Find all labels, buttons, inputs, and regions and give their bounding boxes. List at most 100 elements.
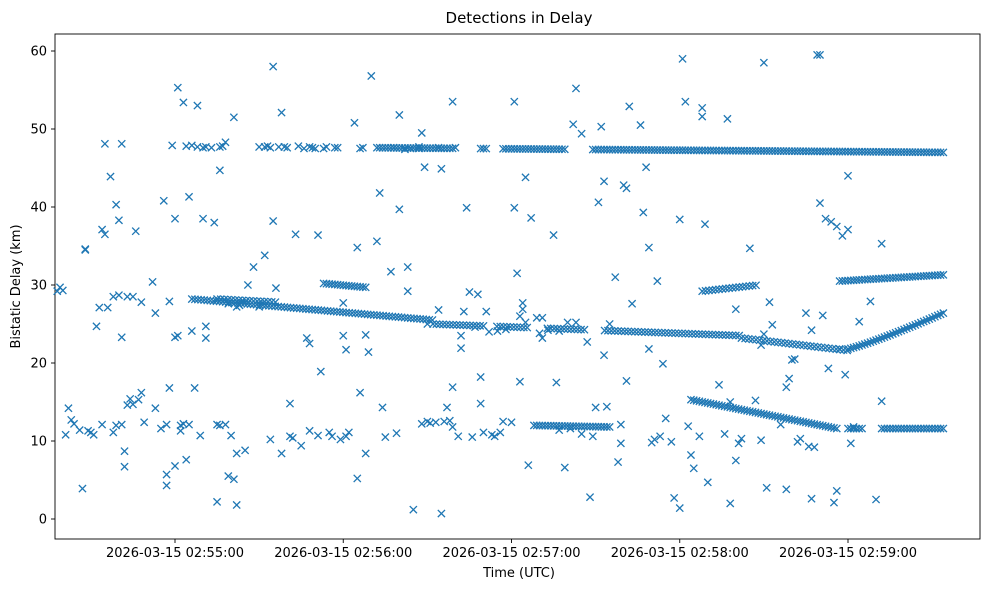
data-point-marker — [128, 400, 137, 409]
marker-stroke — [600, 326, 609, 335]
data-point-marker — [594, 198, 603, 207]
marker-stroke — [762, 336, 772, 346]
marker-stroke — [776, 420, 785, 429]
data-point-marker — [344, 428, 353, 437]
marker-stroke — [555, 326, 564, 336]
data-point-marker — [490, 432, 499, 441]
marker-stroke — [852, 276, 861, 285]
data-point-marker — [815, 199, 825, 208]
data-point-marker — [117, 139, 126, 148]
data-point-marker — [288, 433, 297, 442]
data-point-marker — [731, 331, 740, 340]
marker-stroke — [640, 327, 650, 337]
marker-stroke — [810, 443, 819, 452]
marker-stroke — [759, 336, 768, 345]
marker-stroke — [704, 330, 713, 339]
marker-stroke — [745, 244, 754, 253]
marker-stroke — [843, 276, 853, 285]
marker-stroke — [327, 432, 337, 441]
marker-stroke — [748, 335, 757, 344]
marker-stroke — [725, 284, 734, 293]
data-point-marker — [741, 282, 750, 291]
marker-stroke — [479, 144, 488, 153]
marker-stroke — [367, 71, 376, 81]
marker-stroke — [714, 285, 724, 294]
marker-stroke — [832, 222, 841, 231]
data-point-marker — [711, 285, 720, 294]
data-point-marker — [515, 377, 524, 386]
data-point-marker — [126, 394, 135, 403]
marker-stroke — [821, 343, 830, 352]
data-point-marker — [557, 145, 567, 154]
data-point-marker — [445, 320, 454, 329]
marker-stroke — [653, 277, 662, 286]
data-point-marker — [664, 328, 673, 337]
data-point-marker — [201, 333, 210, 343]
data-point-marker — [728, 283, 737, 292]
marker-stroke — [686, 450, 696, 460]
marker-stroke — [651, 328, 660, 337]
marker-stroke — [748, 281, 757, 290]
data-point-marker — [708, 286, 717, 295]
data-point-marker — [818, 311, 827, 320]
marker-stroke — [728, 283, 737, 292]
data-point-marker — [863, 339, 872, 348]
data-point-marker — [714, 330, 724, 339]
data-point-marker — [406, 144, 415, 153]
data-point-marker — [423, 319, 432, 329]
marker-stroke — [353, 474, 362, 483]
data-point-marker — [543, 326, 553, 335]
marker-stroke — [269, 216, 278, 226]
marker-stroke — [92, 322, 101, 331]
data-point-marker — [109, 428, 118, 437]
data-point-marker — [605, 319, 614, 329]
data-point-marker — [67, 415, 76, 424]
data-point-marker — [506, 322, 515, 331]
marker-stroke — [735, 283, 744, 292]
data-point-marker — [700, 220, 710, 229]
marker-stroke — [524, 461, 533, 470]
marker-stroke — [378, 403, 387, 412]
marker-stroke — [894, 273, 903, 282]
marker-stroke — [700, 220, 710, 229]
marker-stroke — [502, 322, 512, 331]
marker-stroke — [681, 329, 690, 338]
marker-stroke — [718, 330, 727, 340]
marker-stroke — [215, 142, 224, 151]
data-point-marker — [235, 301, 244, 310]
marker-stroke — [571, 318, 581, 327]
data-point-marker — [513, 323, 522, 332]
marker-stroke — [550, 324, 559, 333]
marker-stroke — [782, 383, 791, 392]
data-point-marker — [245, 296, 254, 305]
marker-stroke — [675, 215, 684, 224]
data-point-marker — [156, 424, 166, 433]
marker-stroke — [698, 330, 707, 339]
marker-stroke — [134, 395, 143, 404]
marker-stroke — [675, 504, 684, 513]
marker-stroke — [392, 429, 401, 438]
data-point-marker — [148, 277, 157, 286]
marker-stroke — [513, 269, 522, 278]
marker-stroke — [454, 432, 463, 441]
data-point-marker — [168, 141, 177, 150]
data-point-marker — [439, 320, 448, 329]
marker-stroke — [723, 114, 732, 123]
marker-stroke — [339, 298, 348, 307]
data-point-marker — [403, 263, 412, 272]
marker-stroke — [877, 397, 886, 406]
marker-stroke — [886, 274, 895, 283]
marker-stroke — [576, 325, 586, 334]
marker-stroke — [439, 320, 448, 329]
data-point-marker — [714, 285, 724, 294]
marker-stroke — [184, 192, 194, 201]
marker-stroke — [294, 142, 303, 151]
marker-stroke — [434, 143, 443, 152]
marker-stroke — [442, 320, 451, 329]
marker-stroke — [507, 418, 516, 427]
marker-stroke — [271, 284, 281, 293]
data-point-marker — [866, 338, 875, 347]
marker-stroke — [417, 128, 426, 137]
marker-stroke — [936, 270, 945, 280]
marker-stroke — [350, 118, 359, 127]
